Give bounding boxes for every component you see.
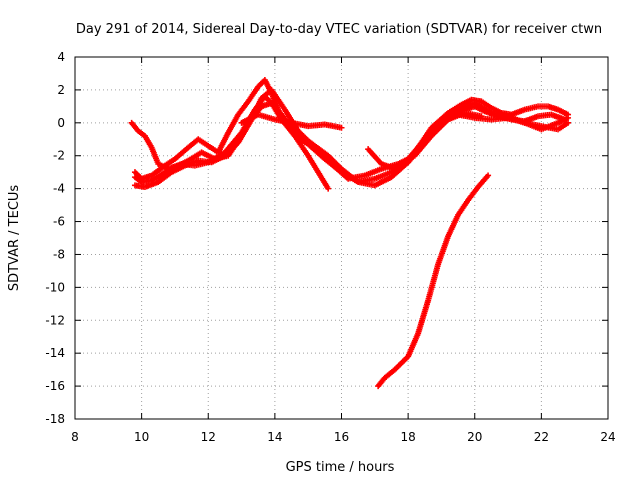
data-layer (128, 77, 572, 390)
y-tick-label: 2 (57, 83, 65, 97)
y-tick-label: -6 (53, 215, 65, 229)
data-point (485, 172, 492, 179)
x-tick-label: 10 (134, 430, 149, 444)
y-tick-label: -10 (45, 280, 65, 294)
y-tick-label: -14 (45, 346, 65, 360)
x-axis-label: GPS time / hours (286, 460, 395, 475)
x-tick-label: 20 (467, 430, 482, 444)
y-tick-label: 0 (57, 116, 65, 130)
y-axis-label: SDTVAR / TECUs (7, 185, 22, 292)
x-tick-label: 18 (400, 430, 415, 444)
series-track-8 (365, 100, 572, 172)
x-tick-label: 12 (201, 430, 216, 444)
x-tick-label: 14 (267, 430, 282, 444)
y-tick-label: -18 (45, 412, 65, 426)
y-tick-label: 4 (57, 50, 65, 64)
y-tick-label: -12 (45, 313, 65, 327)
data-point (565, 114, 572, 121)
axes: 8 10 12 14 16 18 20 22 24420-2-4-6-8-10-12-14-16… (45, 50, 615, 444)
x-tick-label: 16 (334, 430, 349, 444)
chart-title: Day 291 of 2014, Sidereal Day-to-day VTE… (76, 22, 602, 37)
series-track-9 (375, 172, 492, 390)
y-tick-label: -2 (53, 149, 65, 163)
y-tick-label: -8 (53, 247, 65, 261)
x-tick-label: 22 (534, 430, 549, 444)
x-tick-label: 24 (600, 430, 615, 444)
y-tick-label: -4 (53, 182, 65, 196)
data-point (338, 124, 345, 131)
series-track-5 (238, 111, 345, 131)
x-tick-label: 8 (71, 430, 79, 444)
y-tick-label: -16 (45, 379, 65, 393)
data-point (325, 185, 332, 192)
